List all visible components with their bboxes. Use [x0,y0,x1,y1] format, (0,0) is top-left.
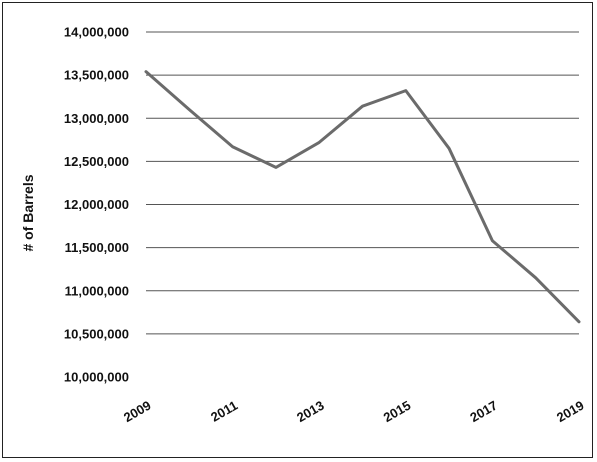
y-tick-label: 12,000,000 [64,197,129,212]
series-layer [144,70,581,324]
y-tick-label: 13,000,000 [64,111,129,126]
y-tick-label: 12,500,000 [64,154,129,169]
x-tick-label: 2017 [467,398,500,425]
y-axis-tick-labels: 10,000,000 10,500,000 11,000,000 11,500,000… [64,25,129,385]
line-chart: 10,000,000 10,500,000 11,000,000 11,500,000… [20,25,587,426]
y-tick-label: 14,000,000 [64,25,129,40]
y-tick-label: 10,000,000 [64,370,129,385]
chart-frame: 10,000,000 10,500,000 11,000,000 11,500,000… [2,2,593,458]
y-tick-label: 11,500,000 [65,240,129,255]
y-axis-label: # of Barrels [20,174,36,251]
series-line [144,70,581,324]
x-axis-tick-labels: 2009 2011 2013 2015 2017 2019 [121,398,587,425]
x-tick-label: 2019 [554,398,587,425]
x-tick-label: 2009 [121,398,154,425]
y-tick-label: 11,000,000 [65,283,129,298]
y-tick-label: 13,500,000 [64,68,129,83]
gridlines [146,31,579,335]
x-tick-label: 2011 [208,398,240,425]
x-tick-label: 2013 [294,398,327,425]
y-tick-label: 10,500,000 [64,326,129,341]
x-tick-label: 2015 [381,398,414,425]
